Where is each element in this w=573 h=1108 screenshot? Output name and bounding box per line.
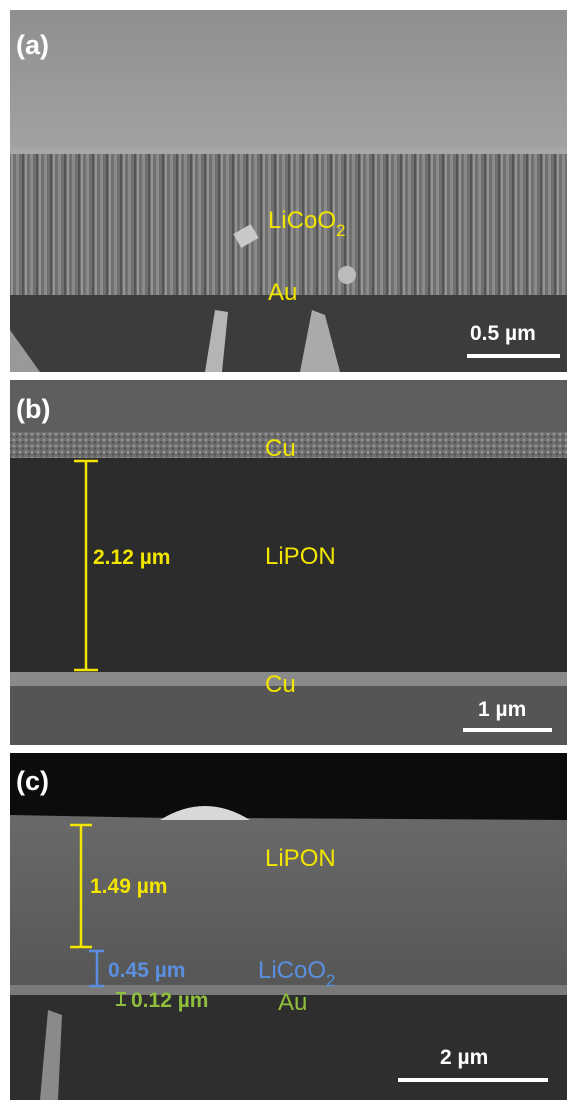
sem-surface bbox=[10, 10, 567, 150]
measurement: 0.12 µm bbox=[131, 989, 208, 1012]
panel-a: (a) LiCoO2 Au 0.5 µm bbox=[10, 10, 567, 372]
annotation: Au bbox=[268, 279, 297, 306]
annotation: Au bbox=[278, 989, 307, 1016]
scale-bar-label: 2 µm bbox=[440, 1046, 488, 1069]
particle bbox=[338, 266, 356, 284]
measurement: 1.49 µm bbox=[90, 875, 167, 898]
scale-bar-label: 0.5 µm bbox=[470, 322, 536, 345]
annotation: Cu bbox=[265, 671, 296, 698]
panel-label: (a) bbox=[16, 30, 49, 60]
panel-label: (b) bbox=[16, 394, 50, 424]
annotation: Cu bbox=[265, 435, 296, 462]
scale-bar-label: 1 µm bbox=[478, 698, 526, 721]
measurement: 0.45 µm bbox=[108, 959, 185, 982]
sem-surface bbox=[10, 380, 567, 432]
measurement: 2.12 µm bbox=[93, 546, 170, 569]
panel-label: (c) bbox=[16, 766, 49, 796]
panel-b: (b) 2.12 µm Cu LiPON Cu 1 µm bbox=[10, 380, 567, 745]
annotation: LiPON bbox=[265, 543, 336, 570]
sem-edge bbox=[10, 148, 567, 154]
annotation: LiPON bbox=[265, 845, 336, 872]
figure: (a) LiCoO2 Au 0.5 µm (b) 2.12 µm Cu LiPO… bbox=[0, 0, 573, 1108]
panel-c: (c) 1.49 µm 0.45 µm 0.12 µm LiPON LiCoO2… bbox=[10, 753, 567, 1100]
